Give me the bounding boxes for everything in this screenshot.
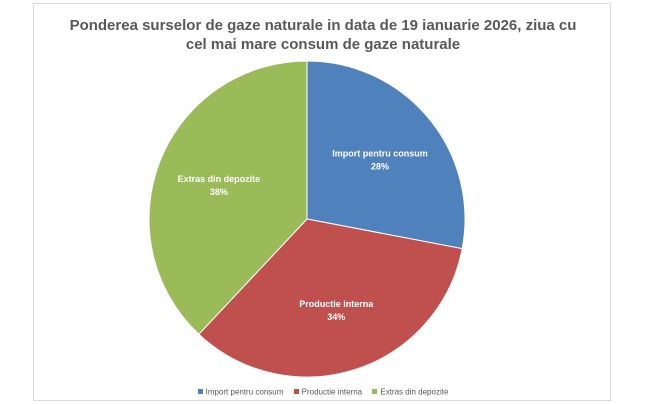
pie-slice-import [306, 60, 466, 250]
chart-title-line-1: Ponderea surselor de gaze naturale in da… [69, 17, 577, 34]
pie-value-import: 28% [371, 162, 389, 172]
pie-chart: Import pentru consum 28% Productie interna… [148, 60, 466, 378]
legend-label-import: Import pentru consum [205, 387, 284, 397]
pie-slice-depozite [148, 60, 308, 335]
pie-label-productie: Productie interna [299, 299, 374, 309]
chart-legend: Import pentru consum Productie interna E… [34, 387, 612, 396]
legend-item-import: Import pentru consum [197, 387, 284, 397]
chart-title-line-2: cel mai mare consum de gaze naturale [185, 36, 461, 53]
chart-title: Ponderea surselor de gaze naturale in da… [34, 16, 612, 54]
legend-swatch-import [197, 389, 203, 395]
pie-value-productie: 34% [327, 312, 345, 322]
legend-label-depozite: Extras din depozite [380, 387, 449, 397]
pie-value-depozite: 38% [210, 187, 228, 197]
legend-label-productie: Productie interna [301, 387, 363, 397]
legend-item-productie: Productie interna [293, 387, 363, 397]
legend-swatch-depozite [372, 389, 378, 395]
legend-swatch-productie [293, 389, 299, 395]
pie-slice-productie [198, 218, 463, 378]
legend-item-depozite: Extras din depozite [372, 387, 448, 396]
pie-label-depozite: Extras din depozite [178, 174, 261, 184]
pie-label-import: Import pentru consum [332, 149, 428, 159]
chart-frame: Ponderea surselor de gaze naturale in da… [33, 3, 611, 401]
